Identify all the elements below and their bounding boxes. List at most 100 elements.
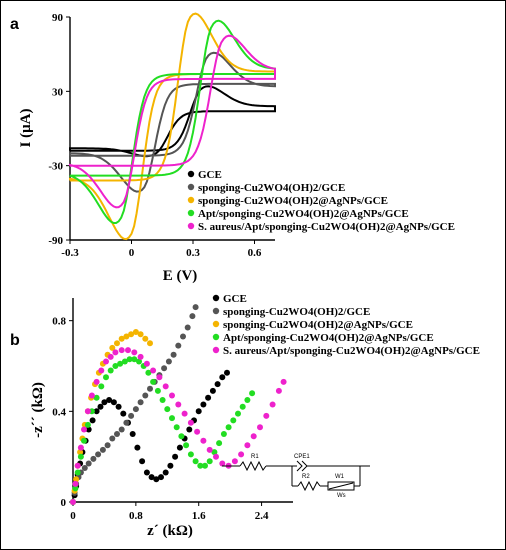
chart-b-data-point [145, 369, 152, 376]
chart-b-legend-marker [212, 333, 220, 341]
chart-b-data-point [90, 455, 97, 462]
chart-a-legend-marker [187, 196, 195, 204]
chart-b-data-point [164, 406, 171, 413]
chart-b-data-point [93, 408, 100, 415]
chart-b-y-tick-label: 0.4 [52, 406, 66, 418]
chart-b-data-point [109, 435, 116, 442]
chart-b-data-point [214, 381, 221, 388]
chart-b-data-point [104, 442, 111, 449]
chart-b-data-point [123, 419, 130, 426]
chart-b-data-point [150, 378, 157, 385]
circuit-w1-label: W1 [335, 474, 345, 480]
chart-b-data-point [170, 351, 177, 358]
chart-b-data-point [183, 442, 190, 449]
chart-b-data-point [74, 469, 81, 476]
chart-b-data-point [73, 476, 80, 483]
chart-b-data-point [132, 329, 139, 335]
chart-a-legend-label: S. aureus/Apt/sponging-Cu2WO4(OH)2@AgNPs… [198, 221, 455, 233]
chart-b-data-point [147, 340, 153, 347]
chart-b-data-point [257, 424, 263, 431]
chart-b-data-point [194, 428, 201, 435]
chart-b-data-point [81, 426, 87, 433]
chart-b: 0 0.8 1.6 2.400.40.8 GCEsponging-Cu2WO4(OH)… [52, 293, 480, 522]
circuit-r1-label: R1 [251, 454, 259, 460]
chart-b-y-axis-label: -z´´ (kΩ) [30, 382, 46, 438]
chart-b-data-point [192, 458, 199, 465]
chart-b-data-point [77, 449, 84, 456]
chart-b-data-point [181, 410, 188, 417]
chart-b-data-point [280, 378, 287, 385]
chart-b-data-point [128, 331, 135, 338]
chart-a-legend-label: GCE [198, 169, 222, 181]
chart-a-y-tick-label: -30 [48, 161, 63, 173]
chart-b-data-point [136, 358, 142, 365]
chart-b-data-point [211, 449, 218, 456]
chart-b-data-point [238, 451, 245, 458]
chart-b-x-tick-label: 1.6 [192, 510, 206, 522]
chart-b-data-point [126, 356, 133, 363]
chart-b-legend-marker [212, 307, 220, 315]
chart-b-data-point [74, 462, 81, 469]
circuit-cpe1-label: CPE1 [294, 454, 310, 460]
chart-b-data-point [143, 469, 150, 476]
chart-b-data-point [169, 392, 175, 399]
chart-b-data-point [129, 431, 136, 437]
panel-b-label: b [10, 332, 20, 349]
chart-b-data-point [93, 394, 100, 401]
chart-a-x-tick-label: 0.6 [248, 247, 262, 259]
chart-b-data-point [244, 397, 251, 403]
chart-b-data-point [220, 431, 227, 437]
circuit-r2-label: R2 [302, 474, 310, 480]
chart-b-data-point [206, 458, 213, 465]
chart-b-legend-label: sponging-Cu2WO4(OH)2/GCE [223, 306, 370, 318]
chart-b-data-point [142, 392, 149, 399]
chart-b-data-point [107, 367, 114, 374]
chart-b-data-point [205, 394, 212, 401]
chart-a-series-line [69, 34, 276, 209]
chart-a-legend-label: sponging-Cu2WO4(OH)2/GCE [198, 182, 345, 194]
chart-b-legend-label: sponging-Cu2WO4(OH)2@AgNPs/GCE [223, 319, 413, 331]
chart-b-data-point [239, 403, 246, 410]
chart-a-series-line [69, 51, 276, 193]
chart-a-legend-marker [187, 222, 195, 230]
chart-b-data-point [206, 446, 213, 453]
chart-a-x-tick-label: 0 [129, 247, 135, 259]
chart-b-legend-marker [212, 320, 220, 328]
chart-b-data-point [173, 424, 180, 431]
chart-b-data-point [107, 353, 114, 360]
chart-b-data-point [187, 451, 194, 458]
chart-a-curves [69, 12, 276, 241]
chart-b-data-point [219, 460, 226, 467]
chart-b-data-point [200, 437, 207, 444]
chart-b-data-point [132, 406, 139, 413]
chart-b-data-point [167, 462, 174, 469]
chart-b-data-point [103, 374, 109, 381]
chart-b-data-point [77, 453, 84, 460]
chart-b-data-point [84, 421, 91, 428]
circuit-ws-label: Ws [337, 493, 346, 499]
chart-b-data-point [118, 335, 125, 342]
chart-b-legend-label: Apt/sponging-Cu2WO4(OH)2@AgNPs/GCE [223, 332, 434, 344]
chart-a-ticks: -0.3 0 0.3 0.6 -90 -30 30 90 [48, 12, 275, 259]
chart-b-data-point [99, 446, 106, 453]
chart-b-data-point [269, 401, 276, 408]
chart-a-y-axis-label: I (μA) [18, 109, 34, 148]
chart-b-ticks: 0 0.8 1.6 2.4 0 0.4 0.8 [52, 298, 293, 522]
chart-b-data-point [85, 460, 92, 467]
chart-b-data-point [165, 358, 172, 365]
chart-b-data-point [121, 358, 128, 365]
chart-a-x-tick-label: -0.3 [61, 247, 79, 259]
chart-b-legend-label: GCE [223, 293, 247, 305]
circuit-r2-resistor [297, 480, 321, 492]
chart-b-data-point [77, 444, 84, 451]
chart-b-data-point [137, 331, 144, 338]
chart-b-data-point [118, 347, 125, 354]
chart-a-legend-label: sponging-Cu2WO4(OH)2@AgNPs/GCE [198, 195, 388, 207]
chart-b-data-point [112, 363, 119, 369]
chart-b-data-point [81, 437, 87, 444]
chart-b-data-point [202, 462, 208, 469]
chart-b-data-point [103, 358, 109, 365]
chart-a-legend-label: Apt/sponging-Cu2WO4(OH)2@AgNPs/GCE [198, 208, 409, 220]
chart-b-data-point [230, 417, 237, 424]
